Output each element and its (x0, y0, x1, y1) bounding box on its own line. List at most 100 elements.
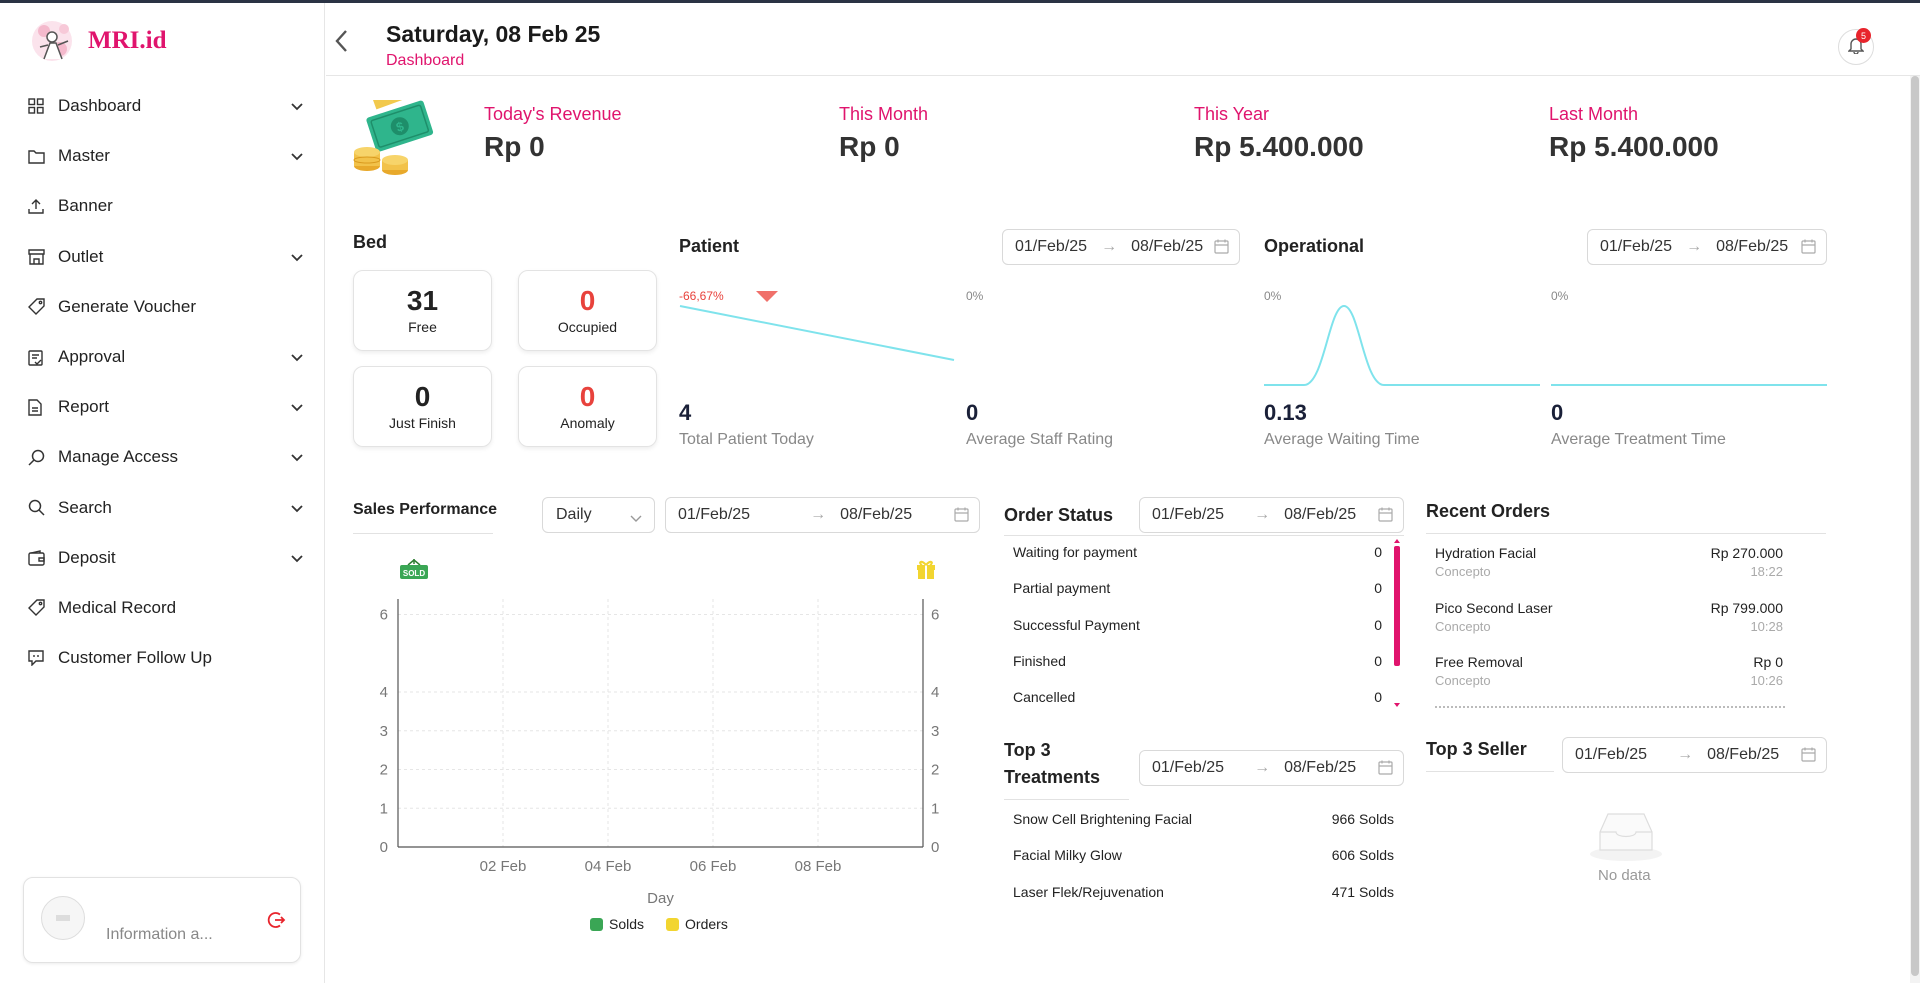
arrow-right-icon: → (1101, 238, 1118, 255)
bed-occupied-card[interactable]: 0 Occupied (518, 270, 657, 351)
y-tick-label-left: 6 (380, 607, 388, 624)
sidebar-item-label: Deposit (58, 547, 116, 567)
sidebar-item-master[interactable]: Master (28, 131, 303, 181)
y-tick-label-left: 2 (380, 762, 388, 779)
logout-icon[interactable] (266, 910, 286, 935)
staff-rating-pct: 0% (966, 289, 984, 303)
x-tick-label: 06 Feb (690, 858, 737, 875)
folder-icon (28, 149, 52, 164)
sold-badge-text: SOLD (403, 569, 425, 578)
chevron-down-icon (283, 96, 303, 116)
sidebar-item-report[interactable]: Report (28, 382, 303, 432)
bed-just-finish-label: Just Finish (389, 415, 456, 431)
operational-date-range[interactable]: 01/Feb/25 → 08/Feb/25 (1587, 229, 1827, 265)
sidebar-item-search[interactable]: Search (28, 483, 303, 533)
order-item-outlet: Concepto (1435, 673, 1491, 688)
chevron-down-icon (630, 510, 642, 528)
notification-button[interactable]: 5 (1838, 28, 1874, 65)
sidebar-item-medical-record[interactable]: Medical Record (28, 583, 303, 633)
upload-icon (28, 198, 52, 215)
legend-swatch-orders (666, 917, 680, 931)
breadcrumb[interactable]: Dashboard (386, 52, 465, 69)
stat-label: This Month (839, 104, 929, 124)
arrow-right-icon: → (1254, 759, 1271, 776)
tag-icon (28, 599, 52, 617)
y-tick-label-left: 0 (380, 839, 388, 856)
sidebar-item-label: Approval (58, 347, 126, 367)
stat-value: Rp 5.400.000 (1194, 131, 1364, 162)
todays-revenue-stat: Today's Revenue Rp 0 (484, 104, 622, 163)
search-icon (28, 499, 52, 516)
bed-occupied-label: Occupied (557, 319, 618, 335)
bed-anomaly-card[interactable]: 0 Anomaly (518, 366, 657, 447)
y-tick-label-right: 0 (931, 839, 939, 856)
sidebar-item-label: Generate Voucher (58, 296, 196, 316)
clipboard-check-icon (28, 349, 52, 366)
order-status-label: Waiting for payment (1013, 544, 1137, 560)
date-to: 08/Feb/25 (1284, 759, 1357, 776)
app-logo[interactable]: MRI.id (30, 17, 166, 65)
user-info-text: Information a... (106, 926, 213, 943)
stat-value: Rp 0 (839, 131, 900, 162)
bed-free-card[interactable]: 31 Free (353, 270, 492, 351)
date-from: 01/Feb/25 (678, 506, 751, 523)
page-scrollbar[interactable] (1910, 76, 1920, 983)
sidebar-item-label: Search (58, 497, 112, 517)
y-tick-label-left: 4 (380, 684, 388, 701)
order-status-date-range[interactable]: 01/Feb/25 → 08/Feb/25 (1139, 497, 1404, 533)
order-status-scrollbar[interactable] (1393, 538, 1401, 708)
sidebar-item-generate-voucher[interactable]: Generate Voucher (28, 282, 303, 332)
sidebar-item-customer-follow-up[interactable]: Customer Follow Up (28, 633, 303, 683)
bed-just-finish-card[interactable]: 0 Just Finish (353, 366, 492, 447)
chevron-left-icon[interactable] (334, 29, 348, 58)
top-header: Saturday, 08 Feb 25 Dashboard 5 (326, 3, 1920, 76)
staff-rating-value: 0 (966, 400, 979, 425)
sidebar-item-label: Banner (58, 196, 113, 216)
triangle-down-icon (756, 291, 778, 302)
order-status-label: Finished (1013, 653, 1066, 669)
top-treatments-title: Top 3 Treatments (1004, 737, 1100, 791)
top-treatments-date-range[interactable]: 01/Feb/25 → 08/Feb/25 (1139, 750, 1404, 786)
staff-rating-label: Average Staff Rating (966, 431, 1114, 448)
sidebar-item-manage-access[interactable]: Manage Access (28, 432, 303, 482)
sidebar-item-deposit[interactable]: Deposit (28, 533, 303, 583)
y-tick-label-left: 3 (380, 723, 388, 740)
this-year-stat: This Year Rp 5.400.000 (1194, 104, 1364, 163)
sidebar: MRI.id Dashboard Master Banner Outlet Ge… (0, 3, 325, 983)
x-tick-label: 02 Feb (480, 858, 527, 875)
top-seller-title: Top 3 Seller (1426, 739, 1527, 759)
order-status-label: Cancelled (1013, 689, 1076, 705)
patient-change-pct: -66,67% (679, 289, 724, 303)
period-select[interactable]: Daily (542, 497, 655, 533)
chevron-down-icon (283, 447, 303, 467)
order-status-value: 0 (1374, 689, 1382, 705)
treatment-time-label: Average Treatment Time (1551, 431, 1726, 448)
avatar (41, 896, 85, 940)
top-seller-date-range[interactable]: 01/Feb/25 → 08/Feb/25 (1562, 737, 1827, 773)
sidebar-item-dashboard[interactable]: Dashboard (28, 81, 303, 131)
chat-icon (28, 650, 52, 667)
store-icon (28, 248, 52, 265)
arrow-right-icon: → (810, 506, 827, 523)
patient-date-range[interactable]: 01/Feb/25 → 08/Feb/25 (1002, 229, 1240, 265)
sidebar-item-approval[interactable]: Approval (28, 332, 303, 382)
y-tick-label-right: 4 (931, 684, 939, 701)
calendar-icon (1801, 747, 1816, 767)
chevron-down-icon (283, 247, 303, 267)
order-status-value: 0 (1374, 580, 1382, 596)
date-to: 08/Feb/25 (840, 506, 913, 523)
scrollbar-thumb[interactable] (1911, 76, 1919, 976)
user-info-card[interactable]: Information a... (23, 877, 301, 963)
treatment-name: Snow Cell Brightening Facial (1013, 811, 1192, 827)
stat-value: Rp 5.400.000 (1549, 131, 1719, 162)
chevron-down-icon (283, 146, 303, 166)
sales-title: Sales Performance (353, 501, 498, 518)
last-month-stat: Last Month Rp 5.400.000 (1549, 104, 1719, 163)
sales-date-range[interactable]: 01/Feb/25 → 08/Feb/25 (665, 497, 980, 533)
title-underline (1004, 799, 1129, 800)
sidebar-item-banner[interactable]: Banner (28, 181, 303, 231)
money-illustration-icon: $ (353, 89, 435, 189)
treatment-solds: 471 Solds (1331, 884, 1394, 900)
sidebar-item-outlet[interactable]: Outlet (28, 232, 303, 282)
order-item-outlet: Concepto (1435, 564, 1491, 579)
